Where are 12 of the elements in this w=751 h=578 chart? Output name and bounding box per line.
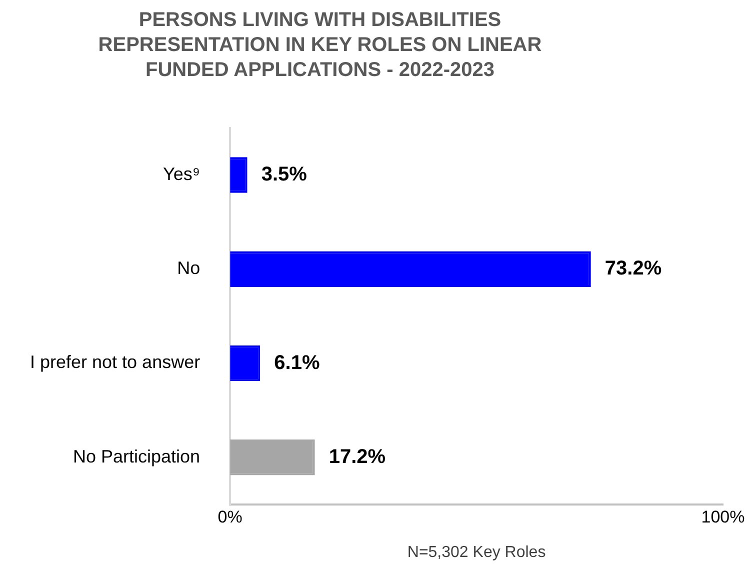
data-label: 17.2%: [328, 446, 386, 468]
y-tick-label: Yes⁹: [163, 164, 200, 184]
x-tick-label: 100%: [701, 507, 745, 526]
y-tick-label: No Participation: [73, 446, 200, 466]
data-label: 3.5%: [261, 164, 308, 186]
chart-title: PERSONS LIVING WITH DISABILITIES REPRESENTATION IN KEY ROLES ON LINEAR FUNDED APPLICATIONS - 2022-2023: [97, 8, 543, 83]
x-axis-title: N=5,302 Key Roles: [407, 544, 546, 561]
data-label: 6.1%: [274, 352, 320, 374]
y-tick-label: I prefer not to answer: [30, 352, 200, 372]
data-label: 73.2%: [604, 258, 662, 280]
y-tick-label: No: [177, 258, 200, 278]
x-tick-label: 0%: [218, 507, 242, 526]
